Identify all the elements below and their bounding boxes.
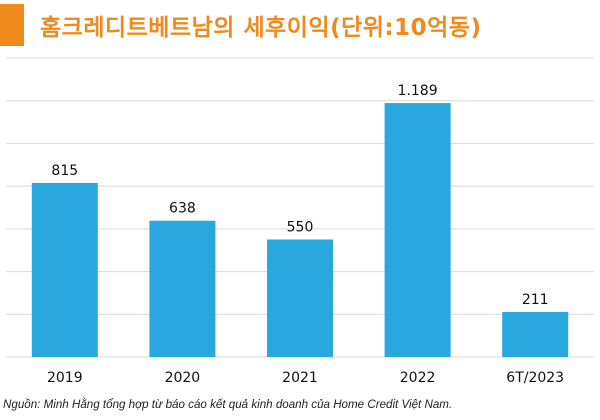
value-label: 1.189 <box>398 83 438 99</box>
bar-2022 <box>384 103 451 357</box>
x-tick-label: 2022 <box>400 370 436 386</box>
x-tick-label: 2020 <box>165 370 201 386</box>
bar-2019 <box>31 182 98 357</box>
bars <box>31 103 569 357</box>
source-note: Nguồn: Minh Hằng tổng hợp từ báo cáo kết… <box>3 398 453 411</box>
chart-title: 홈크레디트베트남의 세후이익(단위:10억동) <box>40 15 482 41</box>
bar-2020 <box>149 220 216 357</box>
value-label: 211 <box>522 292 549 308</box>
bar-2021 <box>267 239 333 357</box>
value-label: 550 <box>287 220 314 236</box>
title-accent-bar <box>0 4 24 46</box>
x-tick-label: 6T/2023 <box>506 370 564 386</box>
value-label: 815 <box>51 163 78 179</box>
x-tick-label: 2019 <box>47 370 83 386</box>
value-labels: 815 638 550 1.189 211 <box>51 83 548 308</box>
bar-6t-2023 <box>502 311 569 357</box>
bar-chart: 815 638 550 1.189 211 2019 2020 2021 2022 6T/202… <box>6 57 594 386</box>
x-tick-label: 2021 <box>282 370 318 386</box>
x-tick-labels: 2019 2020 2021 2022 6T/2023 <box>47 370 564 386</box>
value-label: 638 <box>169 201 196 217</box>
